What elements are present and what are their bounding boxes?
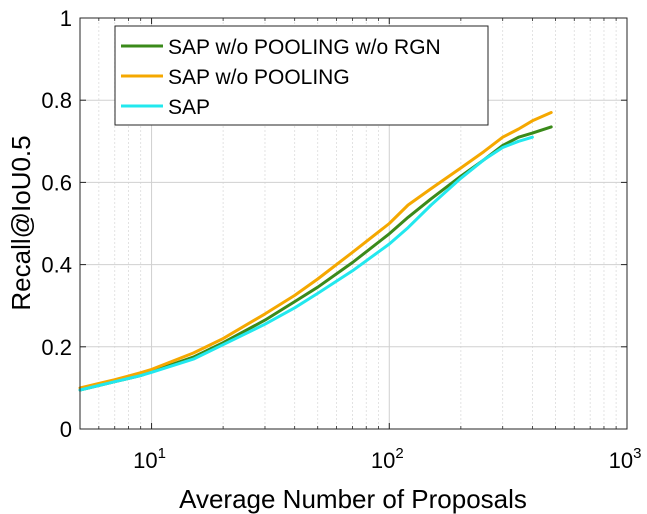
legend-label: SAP bbox=[168, 96, 210, 119]
x-tick-label: 103 bbox=[609, 445, 642, 473]
series-lines bbox=[78, 111, 553, 392]
x-tick-label: 101 bbox=[133, 445, 166, 473]
ticks bbox=[79, 17, 628, 430]
series-line bbox=[78, 111, 553, 390]
y-tick-label: 1 bbox=[60, 6, 72, 31]
legend-label: SAP w/o POOLING w/o RGN bbox=[168, 36, 441, 59]
y-tick-label: 0.4 bbox=[41, 253, 72, 278]
y-tick-label: 0.6 bbox=[41, 170, 72, 195]
x-tick-exponent: 1 bbox=[158, 445, 166, 462]
legend-box bbox=[114, 25, 489, 126]
y-tick-label: 0.2 bbox=[41, 335, 72, 360]
x-tick-label: 102 bbox=[371, 445, 404, 473]
y-tick-label: 0 bbox=[60, 417, 72, 442]
legend: SAP w/o POOLING w/o RGN SAP w/o POOLING SA… bbox=[114, 25, 489, 126]
x-tick-base: 10 bbox=[133, 448, 157, 473]
y-axis-label: Recall@IoU0.5 bbox=[6, 135, 36, 310]
x-axis-label: Average Number of Proposals bbox=[179, 484, 527, 514]
series-line bbox=[78, 135, 534, 392]
x-tick-base: 10 bbox=[371, 448, 395, 473]
legend-label: SAP w/o POOLING bbox=[168, 66, 350, 89]
x-tick-exponent: 2 bbox=[395, 445, 403, 462]
x-tick-exponent: 3 bbox=[633, 445, 641, 462]
y-tick-label: 0.8 bbox=[41, 88, 72, 113]
plot-frame bbox=[79, 17, 628, 430]
x-tick-base: 10 bbox=[609, 448, 633, 473]
